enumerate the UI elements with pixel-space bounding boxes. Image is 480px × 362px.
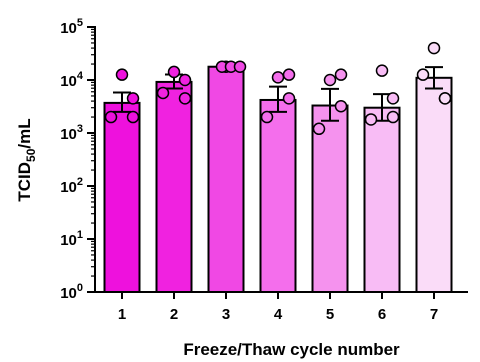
error-bar-cycle-4 [269, 85, 287, 113]
data-point-cycle-1 [126, 92, 140, 105]
data-point-cycle-2 [178, 92, 192, 105]
error-bar-cycle-7 [425, 66, 443, 90]
data-point-cycle-4 [271, 71, 285, 84]
labels-layer: 100 101 102 103 104 105 1 2 3 4 5 6 7 Freeze/Thaw cyc… [15, 17, 438, 359]
axes-layer [87, 26, 468, 299]
x-tick-label: 3 [222, 306, 230, 323]
data-point-cycle-6 [386, 110, 400, 124]
data-point-cycle-7 [416, 68, 430, 81]
error-bar-cycle-5 [321, 87, 339, 122]
y-tick-label: 100 [60, 282, 83, 302]
y-tick-label: 103 [60, 123, 83, 143]
x-tick-label: 2 [170, 306, 178, 323]
bar-cycle-7 [415, 76, 453, 294]
y-tick-label: 102 [60, 176, 83, 196]
data-point-cycle-5 [334, 68, 348, 81]
data-point-cycle-5 [323, 73, 337, 87]
data-point-cycle-1 [115, 68, 129, 81]
data-point-cycle-2 [156, 86, 170, 100]
data-point-cycle-1 [126, 110, 140, 124]
bar-cycle-4 [259, 98, 297, 293]
x-tick-label: 4 [274, 306, 283, 323]
points-layer [104, 41, 452, 136]
data-point-cycle-5 [334, 99, 348, 113]
data-point-cycle-2 [178, 73, 192, 87]
x-tick-label: 7 [430, 306, 438, 323]
data-point-cycle-6 [386, 92, 400, 105]
data-point-cycle-2 [167, 65, 181, 79]
bar-cycle-2 [155, 80, 193, 293]
error-bar-cycle-1 [113, 91, 131, 113]
x-tick-label: 6 [378, 306, 386, 323]
x-axis-title: Freeze/Thaw cycle number [183, 340, 400, 359]
bar-cycle-3 [207, 65, 245, 293]
data-point-cycle-4 [260, 110, 274, 124]
bar-cycle-1 [103, 101, 141, 293]
x-tick-label: 1 [118, 306, 126, 323]
y-tick-label: 105 [60, 17, 83, 37]
data-point-cycle-6 [375, 64, 389, 77]
data-point-cycle-6 [364, 113, 378, 126]
data-point-cycle-5 [312, 122, 326, 136]
data-point-cycle-4 [282, 92, 296, 105]
y-axis-title: TCID50/mL [15, 118, 38, 201]
y-tick-label: 101 [60, 229, 83, 249]
x-tick-label: 5 [326, 306, 334, 323]
data-point-cycle-7 [438, 92, 452, 105]
y-tick-label: 104 [60, 70, 84, 90]
bar-cycle-6 [363, 106, 401, 293]
data-point-cycle-3 [233, 60, 247, 73]
data-point-cycle-7 [427, 41, 441, 55]
data-point-cycle-1 [104, 110, 118, 124]
data-point-cycle-4 [282, 68, 296, 81]
